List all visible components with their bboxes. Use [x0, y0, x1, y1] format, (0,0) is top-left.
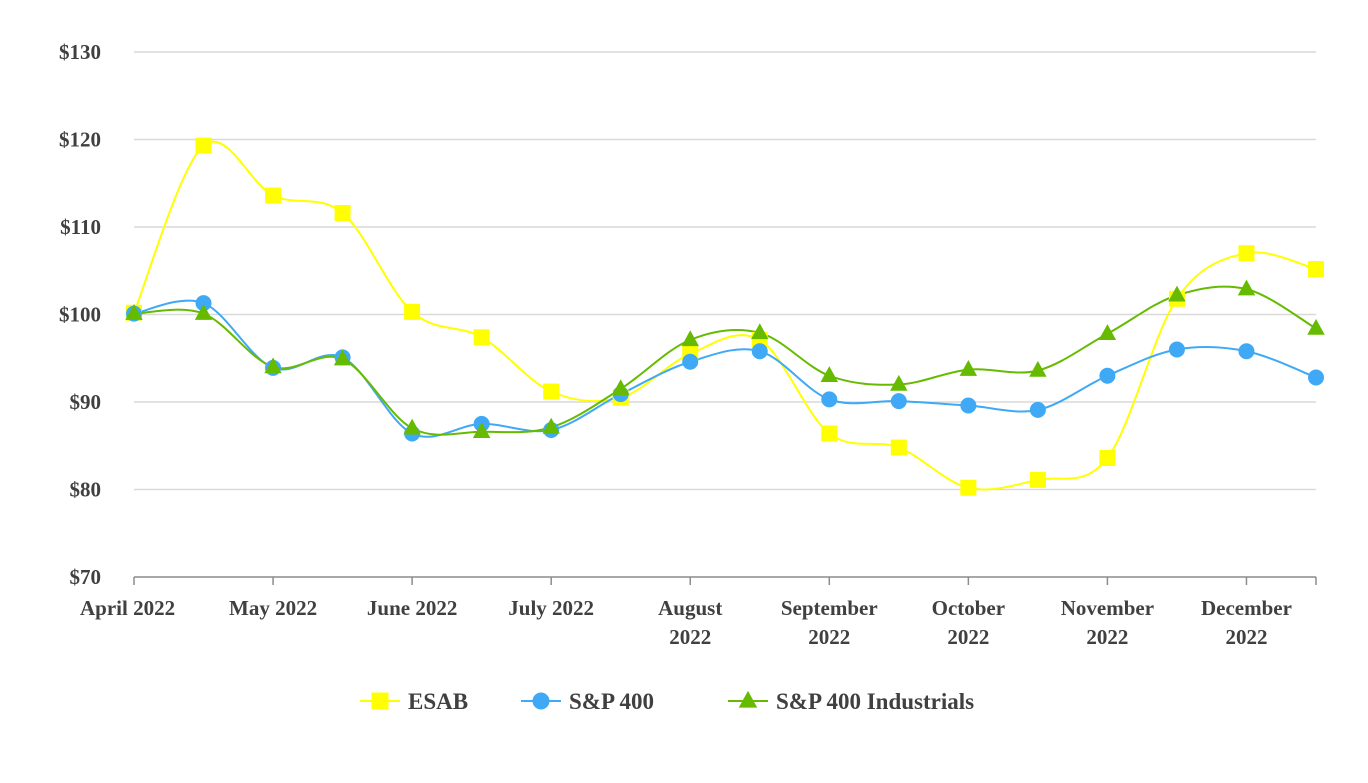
- legend-marker-sandp-400-industrials: [738, 690, 758, 708]
- data-point-esab: [1099, 450, 1116, 466]
- data-point-sandp-400-industrials: [890, 374, 908, 391]
- data-point-sandp-400-industrials: [472, 422, 491, 438]
- data-point-sandp-400: [1168, 341, 1185, 358]
- data-point-sandp-400-industrials: [611, 379, 630, 396]
- series-markers: [125, 137, 1325, 496]
- series-lines: [133, 140, 1317, 491]
- data-point-sandp-400-industrials: [542, 417, 560, 434]
- data-point-esab: [1308, 261, 1324, 277]
- data-point-esab: [543, 383, 560, 400]
- legend: ESAB S&P 400 S&P 400 Industrials: [360, 689, 974, 714]
- legend-item-sandp-400-industrials: S&P 400 Industrials: [728, 689, 974, 714]
- y-tick-label: $130: [59, 40, 101, 64]
- data-point-esab: [473, 329, 490, 346]
- x-axis: [133, 576, 1317, 585]
- data-point-sandp-400: [821, 391, 838, 408]
- series-line-esab: [133, 140, 1317, 491]
- data-point-esab: [1238, 245, 1255, 262]
- gridlines: [134, 51, 1316, 491]
- data-point-esab: [890, 439, 907, 456]
- data-point-esab: [404, 303, 421, 320]
- x-tick-label: September 2022: [781, 596, 878, 649]
- data-point-sandp-400: [682, 353, 699, 370]
- data-point-sandp-400: [960, 397, 977, 414]
- data-point-sandp-400-industrials: [333, 349, 352, 366]
- legend-label: ESAB: [408, 689, 468, 714]
- data-point-esab: [334, 205, 351, 221]
- y-tick-label: $80: [70, 478, 102, 502]
- y-tick-label: $100: [59, 303, 101, 327]
- x-tick-label: April 2022: [80, 596, 175, 620]
- data-point-esab: [1029, 471, 1046, 488]
- legend-label: S&P 400: [569, 689, 654, 714]
- x-tick-label: October 2022: [932, 596, 1005, 649]
- data-point-sandp-400-industrials: [1168, 285, 1186, 302]
- data-point-esab: [821, 425, 838, 442]
- legend-item-esab: ESAB: [360, 689, 468, 714]
- data-point-sandp-400: [1238, 343, 1255, 360]
- data-point-esab: [195, 137, 212, 154]
- markers-sandp-400: [126, 295, 1324, 442]
- y-tick-label: $70: [70, 565, 102, 589]
- legend-marker-esab: [371, 692, 389, 710]
- y-axis-tick-labels: $70 $80 $90 $100 $110 $120 $130: [59, 40, 101, 589]
- data-point-sandp-400-industrials: [820, 366, 839, 382]
- y-tick-label: $120: [59, 128, 101, 152]
- markers-sandp-400-industrials: [125, 279, 1325, 438]
- data-point-sandp-400-industrials: [194, 304, 213, 320]
- x-tick-label: May 2022: [229, 596, 317, 620]
- data-point-sandp-400-industrials: [1237, 279, 1256, 296]
- data-point-sandp-400-industrials: [264, 357, 282, 374]
- x-tick-label: December 2022: [1201, 596, 1292, 649]
- series-line-sandp-400: [133, 299, 1317, 438]
- data-point-sandp-400-industrials: [1029, 360, 1047, 377]
- data-point-sandp-400: [890, 393, 907, 410]
- series-line-sandp-400-industrials: [133, 285, 1317, 436]
- data-point-sandp-400-industrials: [751, 323, 769, 340]
- data-point-sandp-400-industrials: [959, 360, 978, 376]
- data-point-sandp-400-industrials: [681, 330, 699, 347]
- data-point-sandp-400: [1308, 369, 1324, 386]
- legend-item-sandp-400: S&P 400: [521, 689, 654, 714]
- x-tick-label: June 2022: [367, 596, 457, 620]
- data-point-sandp-400-industrials: [1098, 324, 1117, 340]
- legend-label: S&P 400 Industrials: [776, 689, 974, 714]
- y-tick-label: $90: [70, 390, 102, 414]
- data-point-sandp-400-industrials: [1307, 318, 1325, 335]
- x-axis-tick-labels: April 2022 May 2022 June 2022 July 2022 Augu…: [80, 596, 1292, 649]
- x-tick-label: August 2022: [658, 596, 722, 649]
- data-point-sandp-400: [1029, 401, 1046, 418]
- x-tick-label: November 2022: [1061, 596, 1154, 649]
- data-point-esab: [265, 187, 282, 204]
- markers-esab: [126, 137, 1324, 496]
- x-tick-label: July 2022: [508, 596, 594, 620]
- legend-marker-sandp-400: [532, 692, 550, 710]
- data-point-sandp-400: [751, 343, 768, 360]
- data-point-sandp-400: [1099, 367, 1116, 384]
- data-point-sandp-400-industrials: [125, 304, 143, 320]
- data-point-sandp-400-industrials: [403, 418, 421, 435]
- y-tick-label: $110: [60, 215, 101, 239]
- data-point-esab: [960, 479, 977, 496]
